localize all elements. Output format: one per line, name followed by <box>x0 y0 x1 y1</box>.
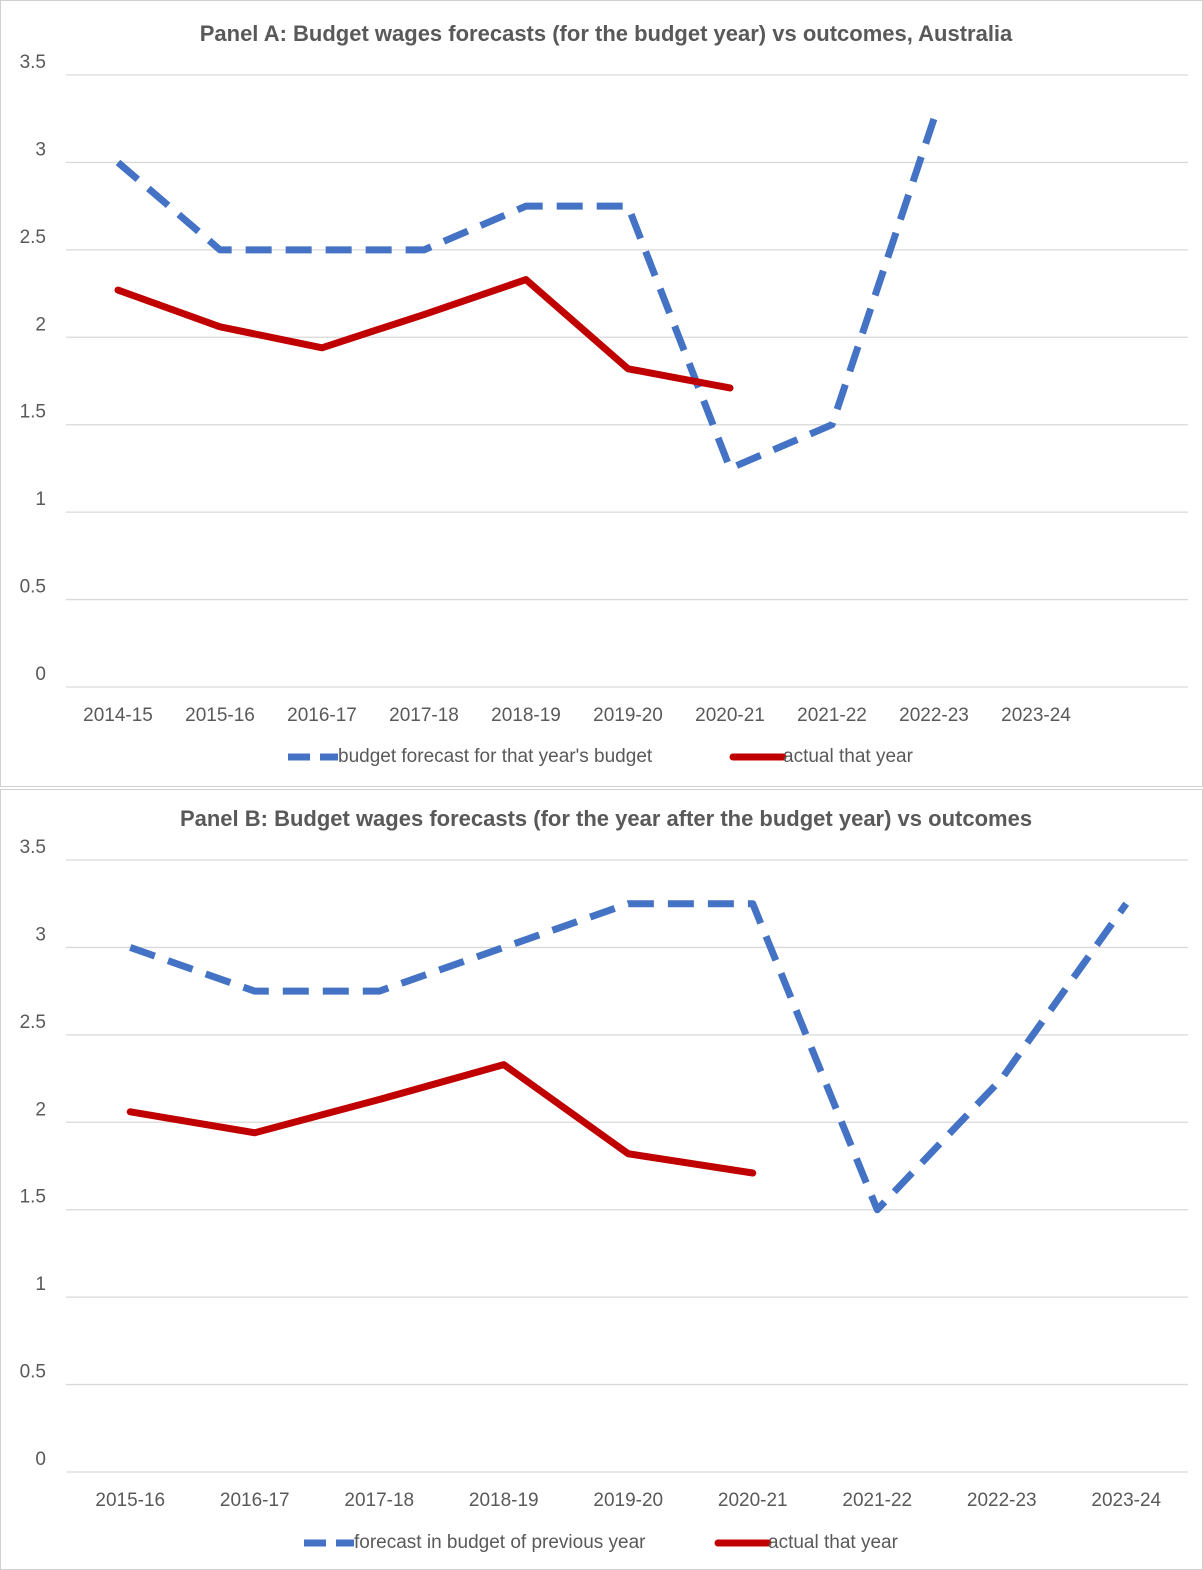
chart-title: Panel B: Budget wages forecasts (for the… <box>180 806 1032 831</box>
y-tick-label: 2.5 <box>20 227 46 248</box>
y-tick-label: 3.5 <box>20 52 46 73</box>
y-tick-label: 0 <box>35 664 46 685</box>
x-tick-label: 2023-24 <box>1091 1490 1161 1511</box>
y-tick-label: 3 <box>35 139 46 160</box>
y-tick-label: 1 <box>35 489 46 510</box>
x-tick-label: 2021-22 <box>842 1490 912 1511</box>
y-tick-label: 0.5 <box>20 1362 46 1383</box>
x-tick-label: 2018-19 <box>491 705 561 726</box>
panel-border <box>0 789 1203 1570</box>
y-tick-label: 1.5 <box>20 402 46 423</box>
panel-a: Panel A: Budget wages forecasts (for the… <box>0 0 1203 787</box>
x-tick-label: 2021-22 <box>797 705 867 726</box>
panel-border <box>0 0 1203 787</box>
x-tick-label: 2022-23 <box>967 1490 1037 1511</box>
x-tick-label: 2023-24 <box>1001 705 1071 726</box>
legend-label: budget forecast for that year's budget <box>338 746 653 767</box>
y-tick-label: 2 <box>35 1099 46 1120</box>
x-tick-label: 2020-21 <box>695 705 765 726</box>
y-tick-label: 2.5 <box>20 1012 46 1033</box>
x-tick-label: 2016-17 <box>220 1490 290 1511</box>
x-tick-label: 2016-17 <box>287 705 357 726</box>
series-line <box>114 276 734 392</box>
x-tick-label: 2017-18 <box>389 705 459 726</box>
y-tick-label: 0.5 <box>20 577 46 598</box>
panel-b: Panel B: Budget wages forecasts (for the… <box>0 789 1203 1570</box>
y-tick-label: 2 <box>35 314 46 335</box>
series-line <box>126 1061 757 1177</box>
y-tick-label: 3 <box>35 924 46 945</box>
series-line <box>115 117 938 472</box>
x-tick-label: 2019-20 <box>593 705 663 726</box>
x-tick-label: 2019-20 <box>593 1490 663 1511</box>
x-tick-label: 2015-16 <box>95 1490 165 1511</box>
x-tick-label: 2018-19 <box>469 1490 539 1511</box>
y-tick-label: 0 <box>35 1449 46 1470</box>
x-tick-label: 2020-21 <box>718 1490 788 1511</box>
x-tick-label: 2014-15 <box>83 705 153 726</box>
y-tick-label: 3.5 <box>20 837 46 858</box>
legend-label: actual that year <box>768 1532 899 1553</box>
x-tick-label: 2017-18 <box>344 1490 414 1511</box>
y-tick-label: 1 <box>35 1274 46 1295</box>
chart-title: Panel A: Budget wages forecasts (for the… <box>200 21 1013 46</box>
legend-label: actual that year <box>783 746 914 767</box>
series-line <box>129 900 1130 1214</box>
y-tick-label: 1.5 <box>20 1187 46 1208</box>
x-tick-label: 2022-23 <box>899 705 969 726</box>
legend-label: forecast in budget of previous year <box>354 1532 646 1553</box>
x-tick-label: 2015-16 <box>185 705 255 726</box>
